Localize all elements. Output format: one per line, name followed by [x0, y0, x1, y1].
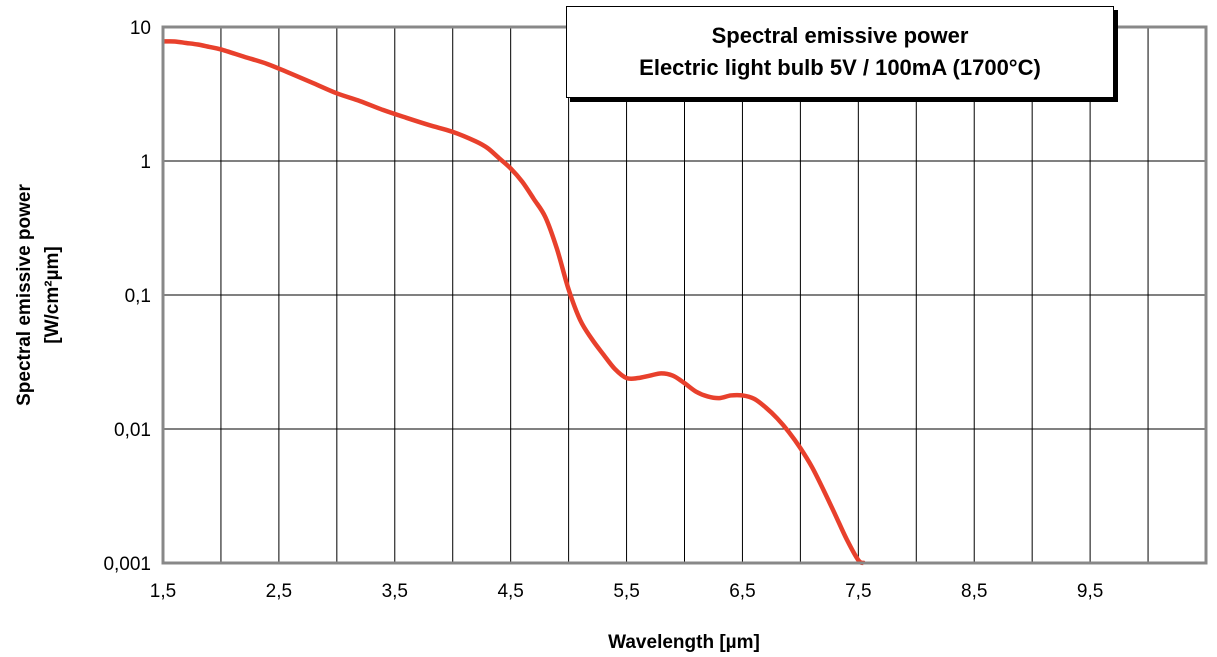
- y-tick-label: 10: [130, 18, 151, 39]
- x-tick-label: 9,5: [1077, 581, 1103, 602]
- x-tick-label: 7,5: [845, 581, 871, 602]
- x-tick-label: 1,5: [150, 581, 176, 602]
- y-axis-title-line2: [W/cm²µm]: [42, 246, 63, 344]
- chart-title: Spectral emissive power: [711, 23, 969, 48]
- x-tick-label: 5,5: [613, 581, 639, 602]
- y-tick-label: 1: [140, 152, 151, 173]
- y-axis-title: Spectral emissive power [W/cm²µm]: [14, 184, 63, 406]
- x-tick-label: 8,5: [961, 581, 987, 602]
- y-tick-label: 0,01: [114, 420, 151, 441]
- x-tick-label: 6,5: [729, 581, 755, 602]
- y-tick-label: 0,1: [125, 286, 151, 307]
- y-tick-label: 0,001: [103, 554, 151, 575]
- chart-subtitle: Electric light bulb 5V / 100mA (1700°C): [639, 55, 1041, 80]
- gridlines: [163, 27, 1206, 563]
- x-tick-label: 2,5: [266, 581, 292, 602]
- series-group: [162, 39, 866, 566]
- chart-title-box: Spectral emissive power Electric light b…: [566, 6, 1114, 98]
- x-axis-title: Wavelength [µm]: [608, 632, 760, 653]
- x-tick-label: 3,5: [382, 581, 408, 602]
- x-tick-label: 4,5: [497, 581, 523, 602]
- x-tick-labels: 1,5 2,5 3,5 4,5 5,5 6,5 7,5 8,5 9,5: [150, 581, 1104, 602]
- series-line: [162, 39, 866, 566]
- y-axis-title-line1: Spectral emissive power: [14, 184, 35, 406]
- y-tick-labels: 10 1 0,1 0,01 0,001: [103, 18, 151, 575]
